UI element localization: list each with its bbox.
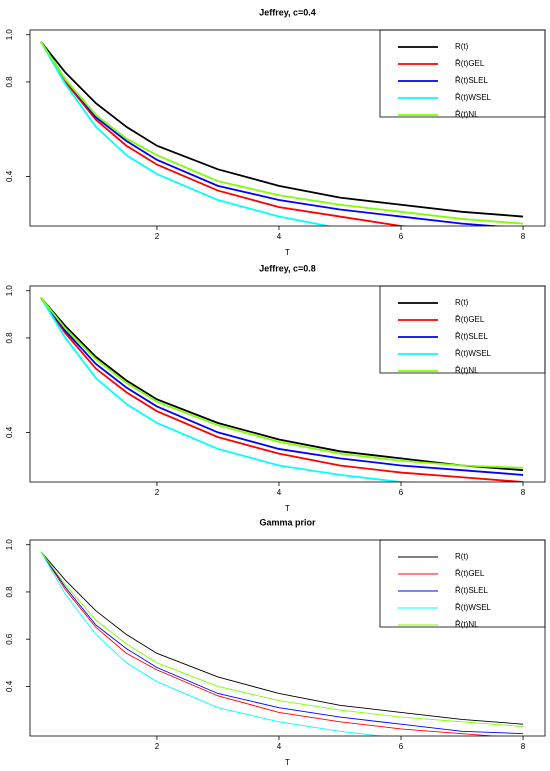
legend-label: R̂(t)GEL [455,59,485,68]
legend-label: R(t) [455,298,469,307]
legend-label: R̂(t)SLEL [455,76,488,85]
curve [40,551,385,736]
x-tick-label: 4 [277,488,282,497]
legend-box [379,539,546,628]
x-tick-label: 6 [399,742,404,751]
panel: Jeffrey, c=0.8 2 4 6 8 T 0.4 0.8 1.0 R(t) R̂(t)GEL… [5,263,546,513]
legend-label: R̂(t)NL [455,620,479,629]
x-axis-label: T [285,504,290,513]
curve [40,41,333,226]
chart-title: Gamma prior [259,517,316,527]
y-tick-label: 1.0 [5,285,14,297]
legend-label: R(t) [455,42,469,51]
legend-label: R̂(t)WSEL [455,349,492,358]
plot-frame [29,29,546,227]
curve [40,41,505,226]
plot-frame [29,285,546,483]
x-tick-label: 6 [399,232,404,241]
x-tick-label: 8 [521,742,526,751]
curve [40,297,524,469]
y-tick-label: 1.0 [5,539,14,551]
curve [40,41,524,225]
y-tick-label: 1.0 [5,29,14,41]
x-tick-label: 6 [399,488,404,497]
plot-frame [29,539,546,737]
curve [40,297,524,482]
chart-title: Jeffrey, c=0.4 [259,7,316,17]
panel: Jeffrey, c=0.4 2 4 6 8 T 0.4 0.8 1.0 R(t) R̂(t)GEL… [5,7,546,257]
x-tick-label: 8 [521,488,526,497]
legend-label: R̂(t)SLEL [455,586,488,595]
legend-label: R̂(t)NL [455,110,479,119]
y-tick-label: 0.4 [5,170,14,182]
legend-label: R̂(t)WSEL [455,93,492,102]
legend-label: R̂(t)GEL [455,569,485,578]
x-tick-label: 2 [155,488,160,497]
y-tick-label: 0.6 [5,633,14,645]
curve [40,297,413,482]
curve [40,297,524,476]
curve [40,551,524,735]
legend-label: R̂(t)GEL [455,315,485,324]
curve [40,551,499,736]
y-tick-label: 0.8 [5,332,14,344]
x-tick-label: 2 [155,232,160,241]
x-axis-label: T [285,758,290,767]
panel: Gamma prior 2 4 6 8 T 0.4 0.6 0.8 1.0 R(t) R̂(t)GEL… [5,517,546,767]
curve [40,551,524,727]
legend-label: R̂(t)WSEL [455,603,492,612]
x-tick-label: 4 [277,742,282,751]
y-tick-label: 0.8 [5,76,14,88]
legend-box [379,29,546,118]
x-tick-label: 4 [277,232,282,241]
curve [40,41,409,226]
chart-title: Jeffrey, c=0.8 [259,263,316,273]
x-tick-label: 8 [521,232,526,241]
legend-box [379,285,546,374]
y-tick-label: 0.4 [5,426,14,438]
curve [40,41,524,218]
y-tick-label: 0.4 [5,680,14,692]
y-tick-label: 0.8 [5,586,14,598]
legend-label: R(t) [455,552,469,561]
x-tick-label: 2 [155,742,160,751]
curve [40,551,524,725]
curve [40,297,524,472]
x-axis-label: T [285,248,290,257]
legend-label: R̂(t)SLEL [455,332,488,341]
legend-label: R̂(t)NL [455,366,479,375]
